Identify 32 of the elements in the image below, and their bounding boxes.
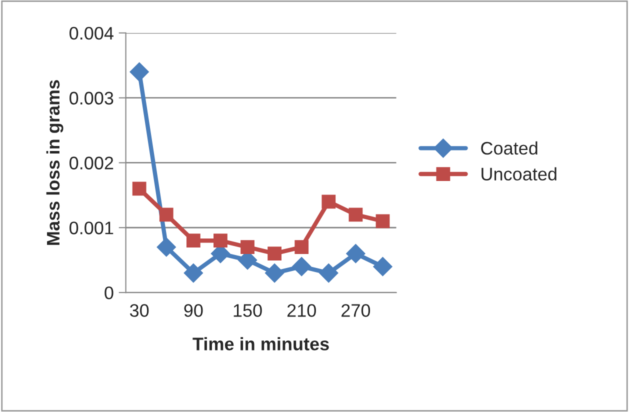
x-tick-label: 30	[130, 304, 149, 317]
y-axis-title: Mass loss in grams	[46, 80, 64, 245]
x-tick-label: 270	[342, 304, 370, 317]
point	[373, 257, 392, 276]
x-tick-label: 210	[287, 304, 316, 317]
point	[186, 234, 200, 248]
point	[294, 240, 309, 254]
point	[268, 246, 282, 261]
point	[132, 182, 146, 196]
x-axis-title: Time in minutes	[192, 337, 329, 350]
y-tick-label: 0.004	[70, 26, 114, 40]
point	[265, 264, 284, 283]
point	[292, 257, 312, 276]
point	[159, 208, 174, 222]
point	[348, 208, 363, 222]
point	[156, 238, 176, 257]
y-tick-label: 0.003	[70, 92, 114, 105]
point	[376, 214, 390, 228]
point	[322, 194, 336, 209]
point	[130, 62, 149, 82]
point	[184, 264, 203, 283]
legend-label: Coated	[481, 141, 538, 155]
y-tick-label: 0.001	[70, 222, 114, 234]
x-tick-label: 90	[184, 304, 203, 317]
point	[319, 264, 338, 283]
y-tick-label: 0	[104, 286, 114, 300]
y-tick-label: 0.002	[70, 156, 114, 170]
point	[214, 234, 228, 248]
legend-label: Uncoated	[482, 167, 556, 181]
x-tick-label: 150	[234, 304, 262, 317]
point	[346, 244, 366, 264]
point	[240, 240, 254, 254]
